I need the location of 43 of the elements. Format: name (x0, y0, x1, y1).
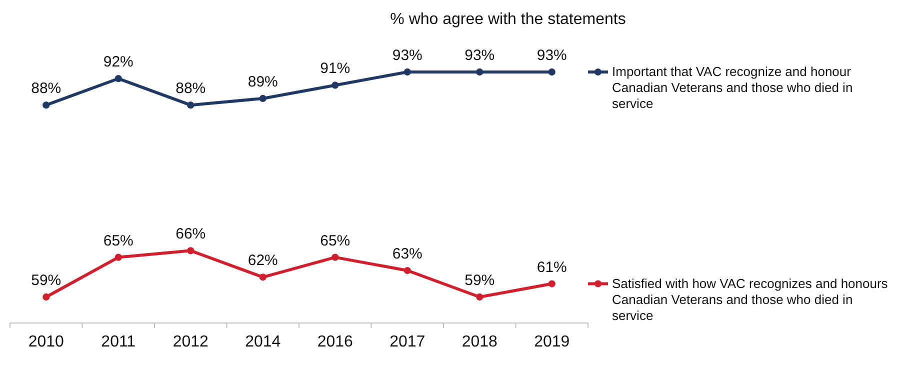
data-label: 59% (31, 272, 62, 289)
point (476, 68, 484, 76)
x-tick-label: 2011 (101, 333, 136, 350)
point (259, 274, 266, 281)
x-tick-label: 2012 (172, 333, 209, 350)
data-label: 93% (392, 47, 422, 64)
data-label: 62% (248, 252, 278, 270)
data-label: 88% (31, 80, 62, 98)
point (114, 75, 122, 82)
data-label: 88% (176, 80, 206, 98)
data-label: 59% (464, 272, 495, 289)
data-label: 66% (176, 226, 206, 243)
data-label: 91% (320, 60, 350, 78)
legend-label: Satisfied with how VAC recognizes and honours Canadian Veterans and those who died in service (612, 276, 888, 323)
legend-label: Important that VAC recognize and honour Canadian Veterans and those who died in service (612, 64, 853, 111)
point (114, 254, 122, 261)
data-label: 61% (536, 258, 567, 276)
data-label: 92% (103, 54, 134, 71)
chart-title: % who agree with the statements (390, 11, 626, 28)
point (42, 293, 50, 301)
point (404, 266, 411, 274)
x-tick-label: 2019 (534, 333, 570, 350)
x-tick-label: 2017 (390, 333, 426, 350)
x-tick-label: 2014 (245, 333, 281, 350)
point (187, 102, 194, 109)
data-label: 65% (103, 232, 134, 250)
point (259, 94, 266, 102)
point (404, 68, 411, 76)
point (332, 254, 339, 261)
data-label: 65% (320, 232, 350, 250)
x-tick-label: 2018 (462, 333, 498, 350)
point (476, 293, 484, 301)
x-tick-label: 2016 (317, 333, 354, 350)
data-label: 63% (392, 246, 422, 263)
point (548, 68, 556, 76)
data-label: 93% (464, 47, 495, 64)
point (187, 247, 194, 254)
point (42, 102, 50, 109)
x-tick-label: 2010 (28, 333, 64, 350)
point (548, 280, 556, 288)
data-label: 89% (248, 73, 278, 90)
point (332, 82, 339, 89)
data-label: 93% (536, 47, 567, 64)
